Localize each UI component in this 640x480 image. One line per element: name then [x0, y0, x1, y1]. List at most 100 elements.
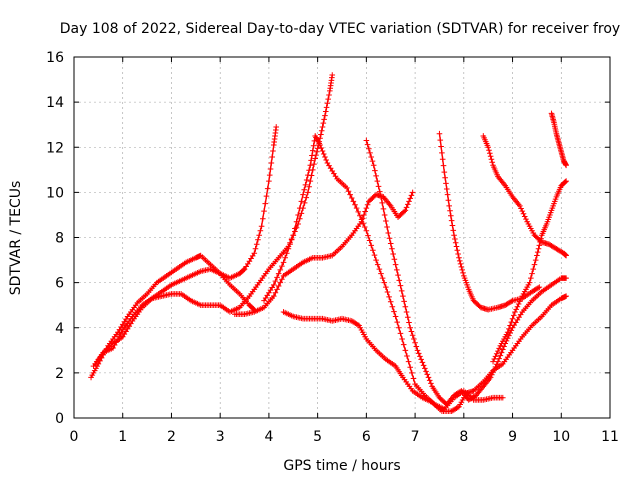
data-point [261, 208, 267, 214]
data-point [379, 200, 385, 206]
data-point [535, 245, 542, 252]
data-point [517, 298, 523, 305]
data-point [428, 380, 434, 387]
series-sat-g [363, 137, 569, 408]
data-point [489, 371, 495, 378]
data-point [323, 104, 330, 111]
data-point [378, 270, 384, 277]
data-point [517, 203, 523, 209]
data-point [454, 404, 461, 411]
data-point [303, 194, 310, 201]
series-line-sat-d [234, 192, 414, 315]
data-point [370, 162, 377, 169]
data-point [300, 191, 306, 198]
data-point [400, 341, 407, 348]
data-point [270, 282, 277, 288]
data-point [110, 345, 116, 351]
data-point [414, 347, 421, 354]
data-point [258, 223, 265, 230]
data-point [307, 162, 314, 169]
data-point [538, 235, 544, 242]
data-point [277, 279, 284, 286]
data-point [383, 218, 389, 224]
data-point [498, 349, 505, 356]
data-point [457, 388, 463, 395]
series-sat-i [480, 133, 569, 259]
data-point [266, 172, 273, 178]
data-point [449, 222, 456, 229]
data-point [534, 249, 541, 255]
y-tick-label: 16 [46, 50, 64, 66]
data-point [402, 207, 409, 214]
data-point [270, 148, 276, 154]
data-point [387, 299, 394, 305]
data-point [279, 276, 285, 283]
x-tick-label: 10 [552, 429, 570, 445]
data-point [113, 339, 120, 345]
data-point [296, 205, 303, 211]
data-point [240, 267, 247, 273]
data-point [323, 157, 329, 163]
data-point [253, 241, 260, 248]
data-point [510, 312, 517, 319]
data-point [492, 364, 499, 370]
data-point [512, 309, 518, 315]
data-point [285, 245, 292, 252]
data-point [306, 167, 312, 173]
y-tick-label: 6 [55, 276, 64, 292]
data-point [357, 212, 363, 219]
data-point [532, 257, 539, 263]
data-point [507, 322, 513, 329]
data-point [507, 330, 513, 336]
data-point [485, 144, 491, 151]
data-point [442, 174, 448, 181]
data-point [487, 374, 494, 381]
data-point [531, 261, 538, 268]
data-point [487, 153, 494, 160]
series-sat-d [232, 189, 416, 318]
data-point [363, 205, 370, 211]
data-point [423, 368, 429, 375]
data-point [407, 364, 414, 371]
y-tick-label: 2 [55, 366, 64, 382]
data-point [364, 141, 371, 148]
data-point [383, 284, 389, 290]
data-point [308, 157, 314, 164]
data-point [520, 211, 527, 217]
data-point [366, 237, 373, 244]
series-sat-b [90, 266, 258, 369]
data-point [372, 167, 378, 174]
data-point [257, 227, 264, 234]
data-point [269, 154, 275, 160]
data-point [384, 224, 390, 230]
data-point [508, 298, 515, 305]
data-point [509, 315, 516, 322]
data-point [352, 201, 358, 208]
data-point [521, 213, 528, 220]
data-point [459, 267, 465, 273]
data-point [320, 151, 327, 157]
data-point [406, 319, 412, 326]
data-point [353, 205, 360, 211]
data-point [495, 348, 501, 354]
data-point [366, 145, 372, 152]
data-point [563, 162, 569, 169]
data-point [118, 330, 124, 336]
data-point [379, 275, 386, 281]
data-point [364, 201, 371, 208]
data-point [444, 191, 451, 198]
data-point [518, 205, 524, 212]
data-point [452, 236, 458, 242]
data-point [293, 218, 300, 225]
data-point [439, 150, 445, 156]
data-point [537, 239, 543, 245]
data-point [445, 197, 452, 204]
data-point [309, 147, 316, 154]
data-point [443, 186, 450, 192]
data-point [497, 352, 504, 359]
data-point [455, 251, 461, 257]
data-point [530, 266, 537, 272]
y-axis-label: SDTVAR / TECUs [8, 181, 24, 296]
